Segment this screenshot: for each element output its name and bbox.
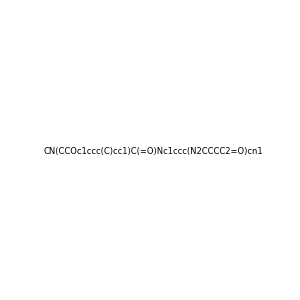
Text: CN(CCOc1ccc(C)cc1)C(=O)Nc1ccc(N2CCCC2=O)cn1: CN(CCOc1ccc(C)cc1)C(=O)Nc1ccc(N2CCCC2=O)… [44,147,264,156]
